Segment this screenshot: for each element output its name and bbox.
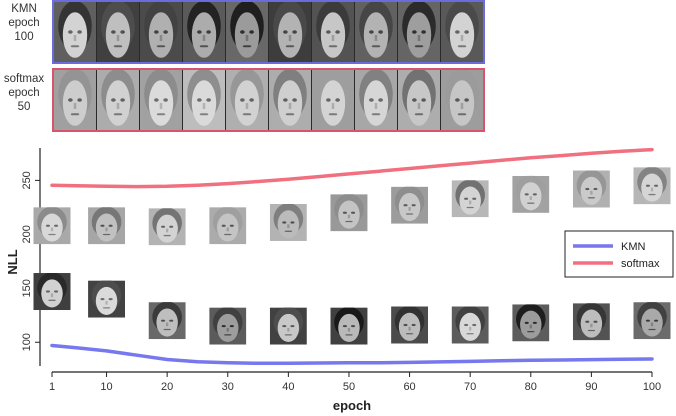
kmn-face-marker [269,307,307,345]
y-tick-label: 100 [21,333,33,351]
legend-label-softmax: softmax [621,258,660,270]
x-tick-label: 10 [100,381,112,393]
chart-legend: KMN softmax [564,230,674,278]
face-markers [33,167,671,345]
softmax-strip-label-line2: epoch 50 [8,87,40,113]
kmn-face-marker [633,302,671,340]
kmn-face-marker [572,303,610,341]
x-axis-label: epoch [333,398,371,413]
x-tick-label: 100 [643,381,661,393]
legend-box [564,230,674,278]
kmn-face-marker [512,304,550,342]
y-tick-label: 250 [21,171,33,189]
x-tick-label: 50 [343,381,355,393]
softmax-face-marker [391,186,429,224]
kmn-face-image [140,2,183,62]
softmax-face-image [140,70,183,130]
softmax-face-image [269,70,312,130]
softmax-face-marker [88,207,126,245]
softmax-face-marker [572,170,610,208]
x-tick-label: 60 [403,381,415,393]
chart-axes: 100 150 200 250 1 10 20 30 40 50 60 70 80 90 100 [21,148,661,393]
y-tick-label: 200 [21,225,33,243]
softmax-face-strip [52,68,485,132]
kmn-face-image [355,2,398,62]
legend-label-kmn: KMN [621,241,646,253]
softmax-strip-label: softmax epoch 50 [2,72,46,114]
x-tick-label: 70 [464,381,476,393]
x-tick-label: 40 [282,381,294,393]
softmax-face-marker [33,207,71,245]
softmax-face-image [226,70,269,130]
x-tick-label: 1 [49,381,55,393]
x-tick-label: 30 [222,381,234,393]
softmax-line [50,147,654,189]
softmax-face-image [54,70,97,130]
kmn-strip-label-line2: epoch 100 [8,17,40,43]
softmax-face-marker [330,194,368,232]
y-axis-label: NLL [5,249,20,274]
softmax-face-image [183,70,226,130]
softmax-face-image [398,70,441,130]
x-tick-label: 20 [161,381,173,393]
kmn-face-marker [33,273,71,311]
kmn-face-image [226,2,269,62]
kmn-face-marker [451,306,489,344]
softmax-face-marker [148,208,186,246]
kmn-strip-label-line1: KMN [11,3,37,15]
kmn-face-image [183,2,226,62]
kmn-face-marker [209,307,247,345]
kmn-face-marker [330,307,368,345]
x-tick-label: 80 [525,381,537,393]
y-tick-label: 150 [21,279,33,297]
x-tick-label: 90 [585,381,597,393]
kmn-strip-label: KMN epoch 100 [2,2,46,44]
kmn-face-image [398,2,441,62]
kmn-face-image [441,2,483,62]
kmn-face-marker [391,306,429,344]
softmax-face-marker [269,203,307,241]
softmax-strip-label-line1: softmax [3,73,45,85]
kmn-face-image [97,2,140,62]
softmax-face-image [441,70,483,130]
kmn-face-strip [52,0,485,64]
softmax-face-marker [512,175,550,213]
softmax-face-image [355,70,398,130]
softmax-face-image [312,70,355,130]
kmn-face-marker [148,302,186,340]
kmn-face-image [54,2,97,62]
kmn-face-image [269,2,312,62]
softmax-face-image [97,70,140,130]
softmax-face-marker [451,180,489,218]
chart-lines [50,147,654,366]
kmn-face-image [312,2,355,62]
softmax-face-marker [633,167,671,205]
kmn-line [50,343,654,366]
kmn-face-marker [88,280,126,318]
softmax-face-marker [209,207,247,245]
